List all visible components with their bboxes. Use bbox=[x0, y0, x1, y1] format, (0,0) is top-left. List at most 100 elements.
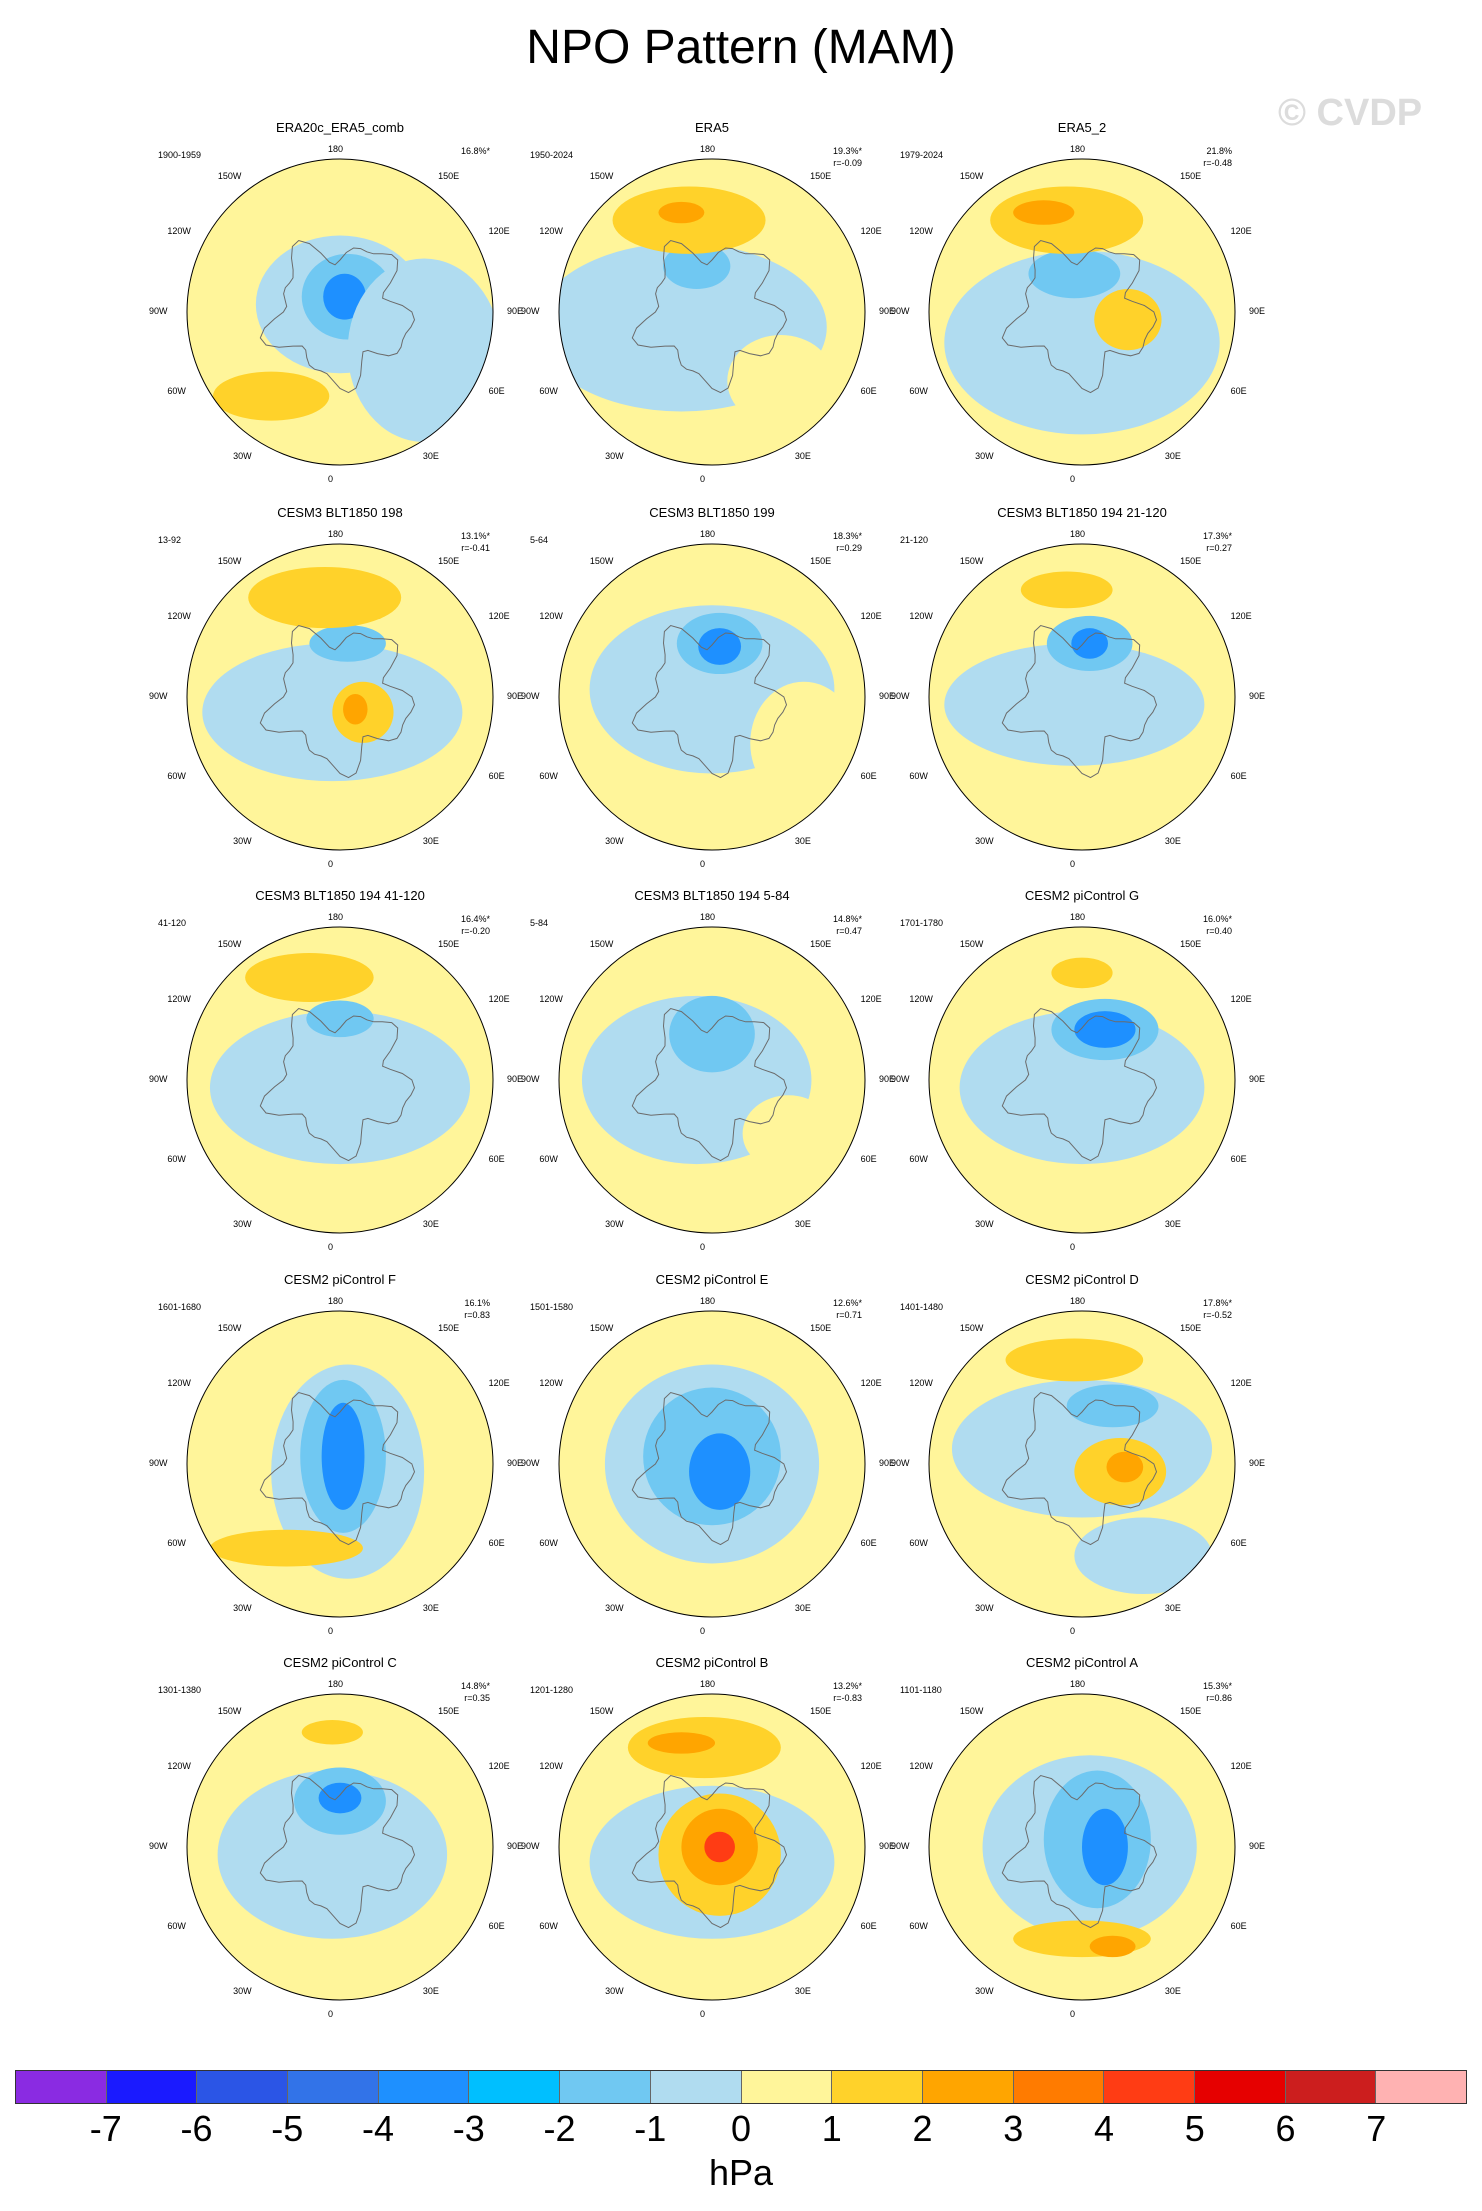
longitude-label: 90E bbox=[1249, 1074, 1266, 1084]
longitude-label: 150W bbox=[217, 1323, 242, 1334]
longitude-label: 30W bbox=[233, 1603, 252, 1614]
polar-map bbox=[558, 158, 866, 466]
field-anomaly-region bbox=[704, 1831, 735, 1863]
panel-variance-percent: 14.8%* bbox=[832, 914, 862, 924]
map-boundary bbox=[928, 543, 1236, 851]
map-panel: CESM3 BLT1850 194 41-120 41-120 16.4%* r=-0… bbox=[130, 888, 550, 1260]
panel-period: 5-64 bbox=[530, 535, 549, 545]
longitude-label: 60E bbox=[1230, 1153, 1247, 1164]
longitude-label: 0 bbox=[328, 1626, 334, 1637]
longitude-label: 60E bbox=[1230, 1920, 1247, 1931]
coastline bbox=[631, 1007, 788, 1162]
field-anomaly-region bbox=[217, 1770, 448, 1939]
field-anomaly-region bbox=[347, 258, 493, 443]
longitude-label: 90W bbox=[520, 1841, 540, 1851]
panel-variance-percent: 13.2%* bbox=[832, 1681, 862, 1691]
field-anomaly-region bbox=[658, 201, 705, 224]
colorbar-tick-label: 7 bbox=[1366, 2108, 1387, 2149]
longitude-label: 0 bbox=[1070, 2009, 1076, 2020]
map-boundary bbox=[558, 158, 866, 466]
longitude-label: 0 bbox=[328, 2009, 334, 2020]
field-anomaly-region bbox=[343, 693, 368, 725]
colorbar-tick-label: -7 bbox=[89, 2108, 122, 2149]
colorbar-swatch bbox=[469, 2071, 561, 2103]
longitude-label: 60E bbox=[488, 385, 505, 396]
longitude-label: 120W bbox=[909, 1761, 933, 1772]
panel-variance-percent: 16.4%* bbox=[460, 914, 490, 924]
longitude-label: 30E bbox=[794, 836, 811, 847]
longitude-label: 30E bbox=[422, 836, 439, 847]
longitude-label: 150E bbox=[810, 171, 832, 182]
longitude-label: 120E bbox=[1230, 1761, 1252, 1772]
longitude-label: 150W bbox=[217, 171, 242, 182]
longitude-label: 120W bbox=[909, 1378, 933, 1389]
map-panel: CESM3 BLT1850 194 21-120 21-120 17.3%* r=0.… bbox=[872, 505, 1292, 877]
longitude-label: 120W bbox=[167, 994, 191, 1005]
polar-map bbox=[558, 1693, 866, 2001]
longitude-label: 30W bbox=[975, 1603, 994, 1614]
longitude-label: 90W bbox=[890, 306, 910, 316]
panel-title: CESM3 BLT1850 194 41-120 bbox=[255, 888, 425, 903]
longitude-label: 90E bbox=[879, 1458, 896, 1468]
longitude-label: 0 bbox=[700, 859, 706, 870]
longitude-label: 60E bbox=[488, 770, 505, 781]
panel-period: 1979-2024 bbox=[900, 150, 944, 160]
longitude-label: 150E bbox=[1180, 556, 1202, 567]
map-panel: CESM2 piControl C 1301-1380 14.8%* r=0.35 18… bbox=[130, 1655, 550, 2027]
panel-pattern-correlation: r=-0.52 bbox=[1203, 1310, 1232, 1320]
colorbar-tick-label: 3 bbox=[1003, 2108, 1024, 2149]
longitude-label: 0 bbox=[328, 474, 334, 485]
longitude-label: 150E bbox=[438, 556, 460, 567]
panel-title: CESM2 piControl D bbox=[1025, 1272, 1139, 1287]
longitude-label: 120E bbox=[1230, 611, 1252, 622]
field-anomaly-region bbox=[309, 625, 386, 662]
longitude-label: 180 bbox=[1070, 911, 1086, 922]
field-anomaly-region bbox=[1082, 1808, 1128, 1886]
panel-title: CESM3 BLT1850 194 21-120 bbox=[997, 505, 1167, 520]
panel-title: CESM2 piControl F bbox=[284, 1272, 396, 1287]
panel-period: 13-92 bbox=[158, 535, 182, 545]
panel-pattern-correlation: r=0.86 bbox=[1206, 1693, 1232, 1703]
field-anomaly-region bbox=[1071, 628, 1109, 659]
longitude-label: 60E bbox=[488, 1920, 505, 1931]
longitude-label: 90E bbox=[1249, 691, 1266, 701]
field-anomaly-region bbox=[1020, 571, 1113, 609]
field-anomaly-region bbox=[248, 566, 402, 629]
panel-pattern-correlation: r=-0.20 bbox=[461, 926, 490, 936]
field-anomaly-region bbox=[1074, 1517, 1213, 1595]
field-anomaly-region bbox=[663, 243, 731, 290]
field-anomaly-region bbox=[213, 371, 330, 421]
field-anomaly-region bbox=[321, 1402, 365, 1510]
longitude-label: 120E bbox=[1230, 994, 1252, 1005]
field-anomaly-region bbox=[1074, 1011, 1136, 1048]
longitude-label: 150E bbox=[1180, 171, 1202, 182]
panel-title: CESM2 piControl C bbox=[283, 1655, 397, 1670]
longitude-label: 60E bbox=[860, 385, 877, 396]
longitude-label: 30W bbox=[233, 451, 252, 462]
longitude-label: 150E bbox=[810, 939, 832, 950]
coastline bbox=[631, 1391, 788, 1546]
longitude-label: 120E bbox=[488, 994, 510, 1005]
coastline bbox=[631, 1774, 788, 1929]
longitude-label: 90E bbox=[507, 691, 524, 701]
field-anomaly-region bbox=[301, 1720, 363, 1745]
longitude-label: 30W bbox=[975, 1219, 994, 1230]
map-panel: ERA20c_ERA5_comb 1900-1959 16.8%* 180 150W 15… bbox=[130, 120, 550, 492]
longitude-label: 150E bbox=[810, 1323, 832, 1334]
longitude-label: 60W bbox=[909, 1153, 928, 1164]
colorbar-tick-label: -6 bbox=[180, 2108, 213, 2149]
panel-pattern-correlation: r=-0.41 bbox=[461, 543, 490, 553]
polar-map bbox=[558, 1310, 866, 1618]
longitude-label: 120E bbox=[488, 1761, 510, 1772]
longitude-label: 30E bbox=[794, 1219, 811, 1230]
longitude-label: 120E bbox=[488, 1378, 510, 1389]
longitude-label: 60E bbox=[860, 1537, 877, 1548]
coastline bbox=[259, 1391, 416, 1546]
longitude-label: 180 bbox=[700, 1678, 716, 1689]
field-anomaly-region bbox=[689, 1433, 751, 1510]
colorbar-swatch bbox=[1376, 2071, 1466, 2103]
longitude-label: 60W bbox=[167, 770, 186, 781]
longitude-label: 120E bbox=[1230, 226, 1252, 237]
longitude-label: 90E bbox=[879, 306, 896, 316]
colorbar-tick-label: 6 bbox=[1275, 2108, 1296, 2149]
